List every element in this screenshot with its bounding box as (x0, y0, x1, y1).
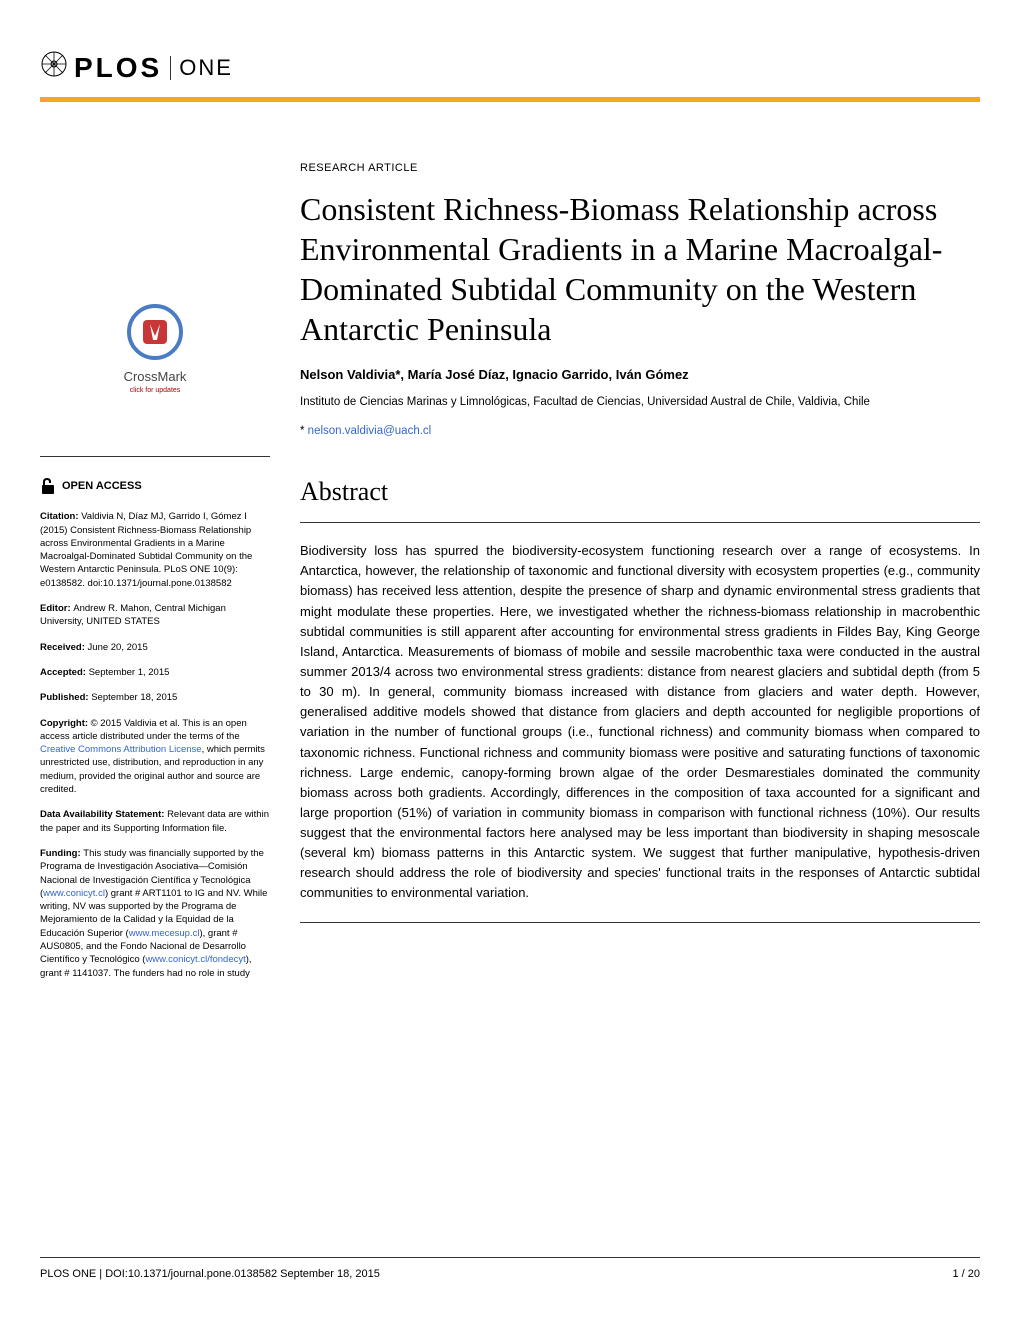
funding-block: Funding: This study was financially supp… (40, 847, 270, 980)
crossmark-icon (125, 302, 185, 362)
abstract-heading: Abstract (300, 477, 980, 507)
journal-name: ONE (179, 55, 233, 81)
crossmark-badge[interactable]: CrossMark click for updates (40, 302, 270, 396)
accepted-label: Accepted: (40, 667, 89, 678)
page-footer: PLOS ONE | DOI:10.1371/journal.pone.0138… (40, 1257, 980, 1280)
abstract-rule-bottom (300, 922, 980, 923)
copyright-label: Copyright: (40, 718, 91, 729)
data-availability-block: Data Availability Statement: Relevant da… (40, 808, 270, 835)
published-block: Published: September 18, 2015 (40, 691, 270, 704)
abstract-text: Biodiversity loss has spurred the biodiv… (300, 541, 980, 904)
affiliation: Instituto de Ciencias Marinas y Limnológ… (300, 394, 980, 410)
citation-block: Citation: Valdivia N, Díaz MJ, Garrido I… (40, 510, 270, 590)
funding-label: Funding: (40, 848, 83, 859)
received-text: June 20, 2015 (88, 642, 148, 653)
copyright-block: Copyright: © 2015 Valdivia et al. This i… (40, 717, 270, 797)
footer-right: 1 / 20 (952, 1268, 980, 1280)
authors: Nelson Valdivia*, María José Díaz, Ignac… (300, 367, 980, 382)
sidebar-divider (40, 456, 270, 457)
logo-divider (170, 56, 171, 80)
page-header: PLOS ONE (0, 0, 1020, 85)
citation-text: Valdivia N, Díaz MJ, Garrido I, Gómez I … (40, 511, 252, 588)
published-text: September 18, 2015 (91, 692, 177, 703)
plos-logo: PLOS (40, 50, 162, 85)
lock-open-icon (40, 477, 56, 495)
open-access-text: OPEN ACCESS (62, 479, 142, 494)
journal-logo: PLOS ONE (40, 50, 980, 85)
crossmark-label: CrossMark (40, 368, 270, 386)
funding-link2[interactable]: www.mecesup.cl (129, 928, 200, 939)
corresponding-marker: * (300, 425, 308, 437)
received-label: Received: (40, 642, 88, 653)
corresponding-author: * nelson.valdivia@uach.cl (300, 425, 980, 437)
cc-license-link[interactable]: Creative Commons Attribution License (40, 744, 202, 755)
editor-block: Editor: Andrew R. Mahon, Central Michiga… (40, 602, 270, 629)
main-content: RESEARCH ARTICLE Consistent Richness-Bio… (300, 162, 980, 992)
footer-left: PLOS ONE | DOI:10.1371/journal.pone.0138… (40, 1268, 380, 1280)
crossmark-sublabel: click for updates (40, 386, 270, 396)
citation-label: Citation: (40, 511, 81, 522)
corresponding-email[interactable]: nelson.valdivia@uach.cl (308, 425, 432, 437)
main-container: CrossMark click for updates OPEN ACCESS … (0, 102, 1020, 992)
open-access-badge: OPEN ACCESS (40, 477, 270, 495)
abstract-rule-top (300, 522, 980, 523)
funding-link3[interactable]: www.conicyt.cl/fondecyt (145, 954, 245, 965)
editor-label: Editor: (40, 603, 73, 614)
plos-icon (40, 50, 68, 85)
published-label: Published: (40, 692, 91, 703)
funding-link1[interactable]: www.conicyt.cl (43, 888, 105, 899)
article-title: Consistent Richness-Biomass Relationship… (300, 189, 980, 349)
data-availability-label: Data Availability Statement: (40, 809, 167, 820)
received-block: Received: June 20, 2015 (40, 641, 270, 654)
plos-text: PLOS (74, 52, 162, 84)
article-type: RESEARCH ARTICLE (300, 162, 980, 174)
accepted-block: Accepted: September 1, 2015 (40, 666, 270, 679)
accepted-text: September 1, 2015 (89, 667, 170, 678)
sidebar: CrossMark click for updates OPEN ACCESS … (40, 162, 270, 992)
